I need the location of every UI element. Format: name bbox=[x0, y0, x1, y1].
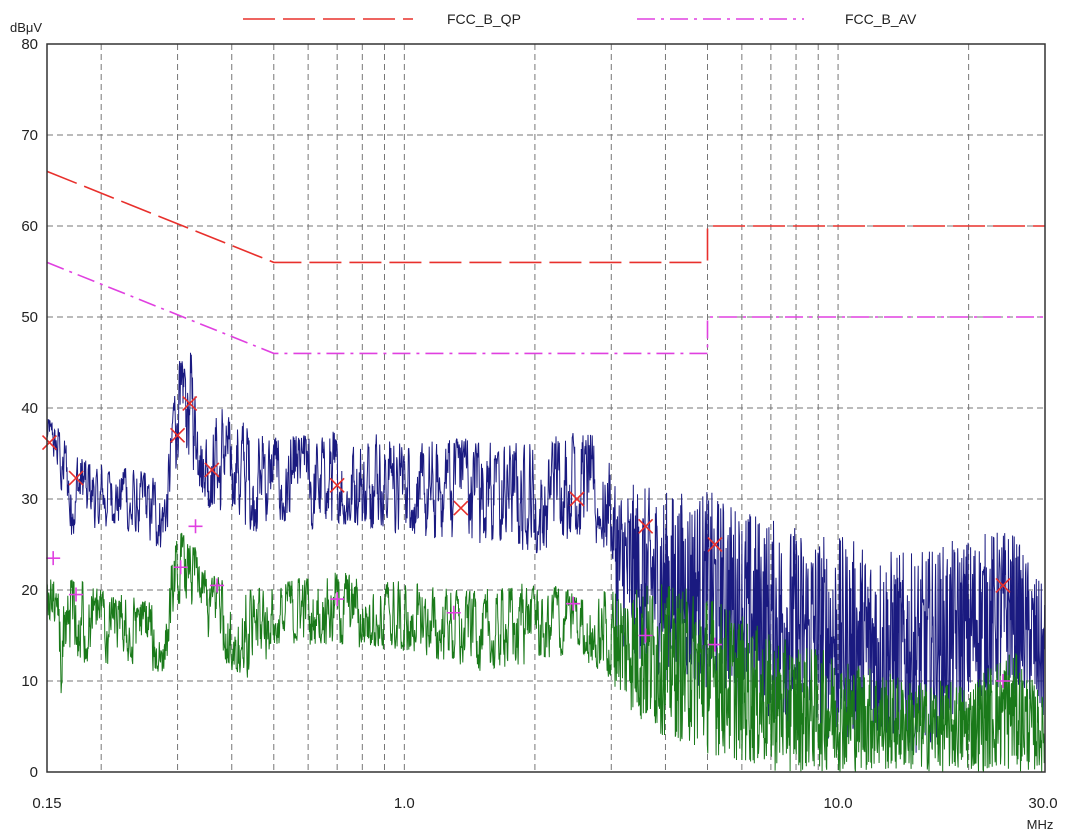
av-marker bbox=[173, 560, 188, 575]
y-tick-label: 60 bbox=[21, 218, 38, 235]
av-marker bbox=[638, 628, 653, 643]
av-marker bbox=[566, 596, 581, 611]
x-tick-labels: 0.15 1.0 10.0 30.0 bbox=[32, 795, 1057, 812]
y-tick-label: 50 bbox=[21, 309, 38, 326]
x-tick-label: 0.15 bbox=[32, 795, 61, 812]
plot-frame bbox=[46, 43, 1046, 773]
legend-label-av: FCC_B_AV bbox=[845, 11, 917, 27]
qp-marker bbox=[453, 500, 469, 516]
x-tick-label: 1.0 bbox=[394, 795, 415, 812]
qp-marker bbox=[68, 470, 84, 486]
legend-label-qp: FCC_B_QP bbox=[447, 11, 521, 27]
qp-marker bbox=[569, 491, 585, 507]
y-tick-label: 20 bbox=[21, 582, 38, 599]
av-marker bbox=[210, 578, 225, 593]
grid bbox=[47, 44, 1045, 772]
av-marker bbox=[707, 637, 722, 652]
qp-marker bbox=[204, 462, 220, 478]
av-marker bbox=[995, 674, 1010, 688]
y-tick-label: 0 bbox=[30, 764, 38, 781]
qp-marker bbox=[169, 427, 186, 443]
limit-line-FCC_B_QP bbox=[46, 170, 1045, 264]
av-marker bbox=[46, 551, 61, 566]
legend: FCC_B_QP FCC_B_AV bbox=[243, 11, 917, 27]
y-tick-labels: 0 10 20 30 40 50 60 70 80 bbox=[21, 36, 38, 781]
y-tick-label: 30 bbox=[21, 491, 38, 508]
av-marker bbox=[446, 605, 461, 620]
qp-marker bbox=[707, 536, 723, 553]
y-tick-label: 80 bbox=[21, 36, 38, 53]
y-tick-label: 10 bbox=[21, 673, 38, 690]
qp-marker bbox=[329, 477, 345, 493]
limit-lines bbox=[46, 170, 1045, 355]
y-tick-label: 70 bbox=[21, 127, 38, 144]
av-marker bbox=[330, 592, 345, 607]
y-tick-label: 40 bbox=[21, 400, 38, 417]
qp-marker bbox=[638, 518, 654, 534]
y-unit-label: dBμV bbox=[10, 20, 42, 35]
measured-trace-0 bbox=[46, 352, 1046, 753]
x-unit-label: MHz bbox=[1027, 817, 1054, 832]
qp-marker bbox=[41, 435, 58, 451]
limit-line-FCC_B_AV bbox=[46, 261, 1045, 355]
x-tick-label: 30.0 bbox=[1028, 795, 1057, 812]
av-marker bbox=[188, 519, 203, 534]
av-marker bbox=[69, 587, 84, 602]
measured-trace-1 bbox=[46, 532, 1046, 772]
qp-marker bbox=[182, 395, 198, 412]
markers bbox=[41, 395, 1011, 688]
series-layer bbox=[46, 352, 1046, 772]
x-tick-label: 10.0 bbox=[823, 795, 852, 812]
qp-marker bbox=[995, 577, 1011, 594]
